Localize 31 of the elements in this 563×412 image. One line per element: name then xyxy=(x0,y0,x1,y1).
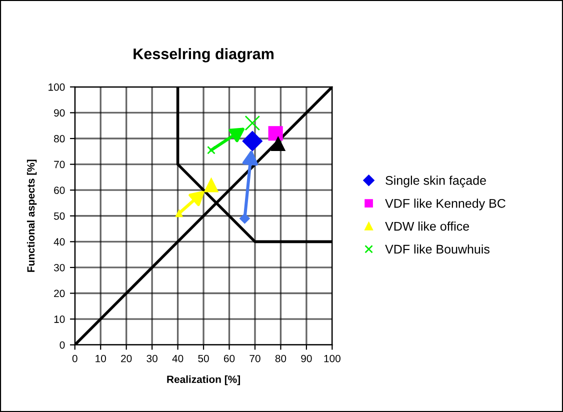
point xyxy=(270,136,286,151)
y-tick-label: 100 xyxy=(48,83,65,91)
x-tick-label: 30 xyxy=(146,354,158,362)
legend-label: VDW like office xyxy=(385,222,469,231)
y-tick-label: 30 xyxy=(54,264,65,272)
y-tick-label: 90 xyxy=(54,109,65,117)
x-tick-label: 10 xyxy=(96,354,106,362)
x-axis-title: Realization [%] xyxy=(167,375,240,386)
y-axis-title: Functional aspects [%] xyxy=(26,160,37,272)
y-tick-label: 20 xyxy=(54,290,65,298)
legend-label: Single skin façade xyxy=(386,176,486,188)
legend-label: VDF like Bouwhuis xyxy=(385,244,490,254)
y-tick-label: 70 xyxy=(54,160,65,168)
chart-title: Kesselring diagram xyxy=(134,48,274,62)
x-tick-label: 100 xyxy=(324,354,340,362)
y-tick-label: 0 xyxy=(60,341,65,349)
x-tick-label: 70 xyxy=(250,354,260,362)
x-tick-label: 50 xyxy=(198,354,209,362)
x-tick-label: 20 xyxy=(121,354,132,362)
y-tick-label: 60 xyxy=(54,186,65,194)
y-tick-label: 50 xyxy=(54,212,65,220)
y-tick-label: 40 xyxy=(54,238,65,246)
y-tick-label: 10 xyxy=(54,316,65,323)
y-tick-label: 80 xyxy=(54,135,65,142)
x-tick-label: 60 xyxy=(224,354,235,362)
x-tick-label: 80 xyxy=(275,354,286,362)
x-tick-label: 90 xyxy=(301,354,312,362)
x-tick-label: 40 xyxy=(172,354,184,362)
x-tick-label: 0 xyxy=(72,354,78,362)
legend-label: VDF like Kennedy BC xyxy=(385,198,506,210)
point xyxy=(268,126,283,141)
